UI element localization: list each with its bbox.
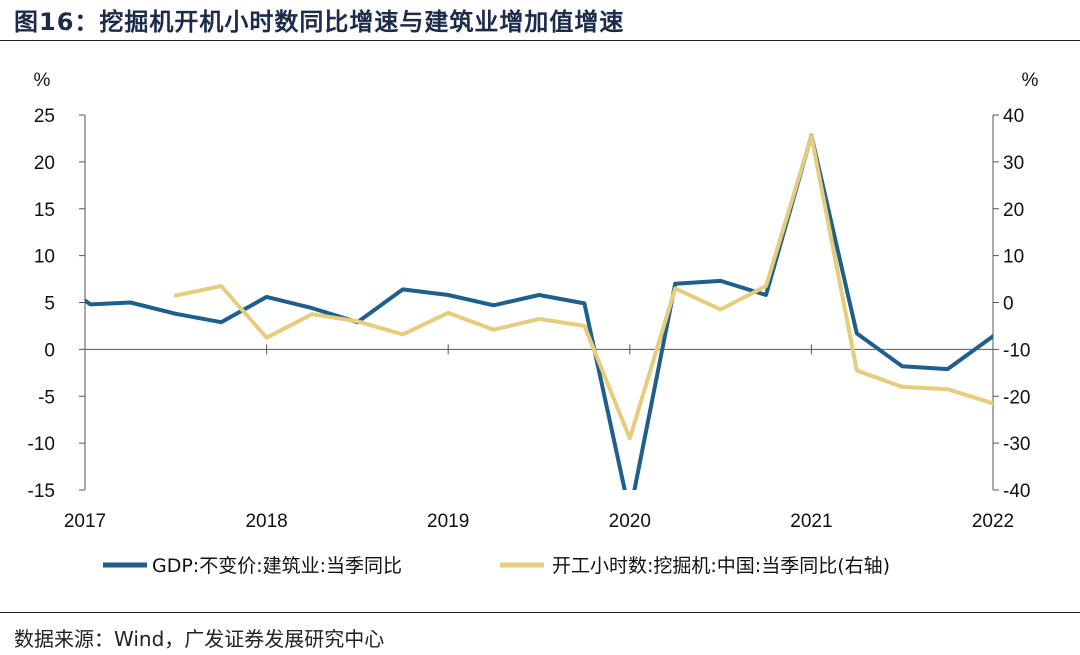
legend-label-1: GDP:不变价:建筑业:当季同比: [152, 555, 402, 577]
x-tick-label: 2018: [245, 511, 287, 532]
right-axis-unit: %: [1022, 70, 1039, 91]
right-tick-label: 40: [1003, 106, 1024, 127]
right-tick-label: 10: [1003, 247, 1024, 268]
left-tick-label: 25: [34, 106, 55, 127]
right-tick-label: 20: [1003, 200, 1024, 221]
left-tick-label: -5: [38, 387, 55, 408]
right-tick-label: -40: [1003, 481, 1030, 502]
x-tick-label: 2022: [972, 511, 1014, 532]
source-note: 数据来源：Wind，广发证券发展研究中心: [14, 627, 385, 651]
left-tick-label: 0: [44, 340, 55, 361]
left-tick-label: 20: [34, 153, 55, 174]
legend-label-2: 开工小时数:挖掘机:中国:当季同比(右轴): [552, 555, 890, 577]
left-axis-unit: %: [34, 70, 51, 91]
left-tick-label: 10: [34, 247, 55, 268]
top-divider: [0, 40, 1080, 41]
right-tick-label: 30: [1003, 153, 1024, 174]
x-tick-label: 2020: [609, 511, 651, 532]
x-tick-label: 2017: [64, 511, 106, 532]
x-tick-label: 2019: [427, 511, 469, 532]
right-tick-label: -10: [1003, 340, 1030, 361]
left-tick-label: -15: [28, 481, 55, 502]
x-tick-label: 2021: [790, 511, 832, 532]
bottom-divider: [0, 612, 1080, 613]
chart-title: 图16：挖掘机开机小时数同比增速与建筑业增加值增速: [14, 8, 625, 36]
right-tick-label: 0: [1003, 294, 1014, 315]
left-tick-label: -10: [28, 434, 55, 455]
left-tick-label: 5: [44, 294, 55, 315]
right-tick-label: -30: [1003, 434, 1030, 455]
series-line-1: [85, 133, 993, 490]
right-tick-label: -20: [1003, 387, 1030, 408]
chart-area: % % 25 20 15 10 5 0 -5 -10 -15 40 30 20 10 0 -10 -20 -30 -4…: [28, 70, 1039, 577]
series-line-2: [173, 134, 993, 441]
left-tick-label: 15: [34, 200, 55, 221]
